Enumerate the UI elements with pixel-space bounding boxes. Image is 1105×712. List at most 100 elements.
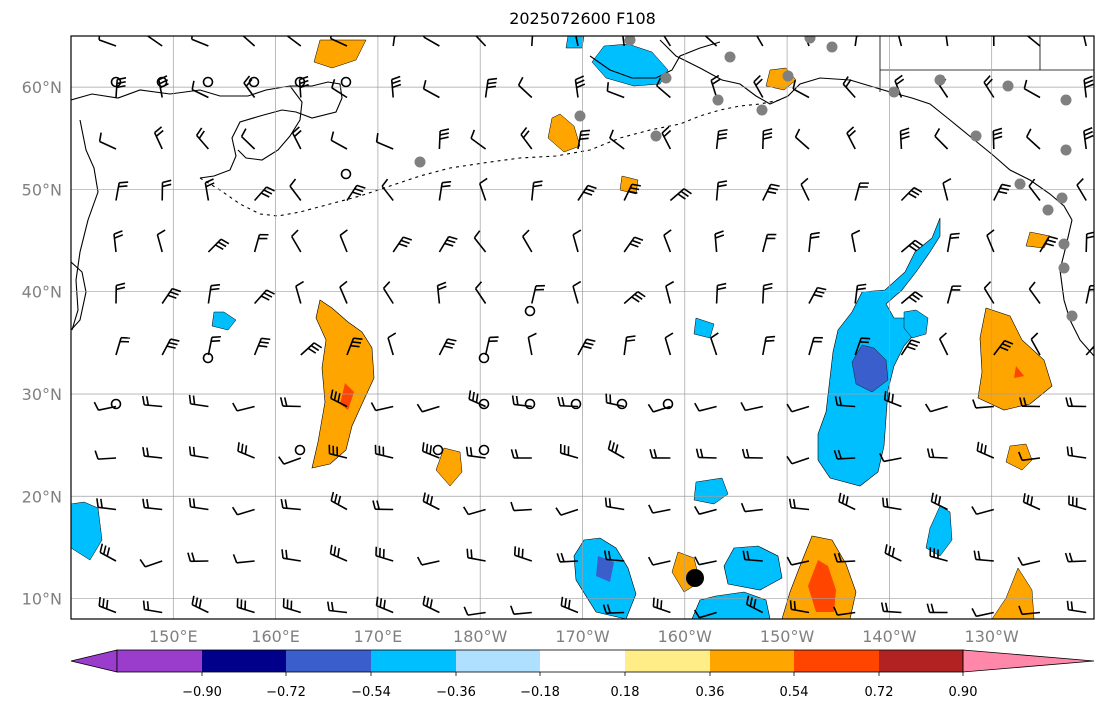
wind-barb	[555, 507, 579, 516]
wind-barb	[557, 396, 579, 408]
negative-anomaly-region	[71, 501, 103, 561]
calm-marker	[432, 444, 444, 456]
calm-marker	[340, 76, 352, 88]
station-marker	[1058, 238, 1070, 250]
wind-barb	[762, 335, 776, 356]
wind-barb	[789, 600, 810, 614]
colorbar-tick-label: 0.54	[780, 685, 809, 700]
wind-barb	[833, 552, 856, 563]
wind-barb	[463, 606, 486, 616]
wind-barb	[190, 36, 209, 47]
longitude-label: 130°W	[965, 627, 1020, 646]
colorbar-segment	[710, 650, 794, 672]
wind-barb	[438, 128, 450, 150]
negative-anomaly-region	[591, 43, 669, 87]
wind-barb	[156, 229, 166, 253]
wind-barb	[792, 80, 810, 99]
colorbar-tick-label: 0.36	[696, 685, 725, 700]
wind-barb	[715, 128, 728, 150]
wind-barb	[416, 403, 440, 413]
wind-barb	[436, 281, 447, 304]
wind-barb	[883, 390, 902, 408]
wind-barb	[976, 441, 995, 459]
wind-barb	[834, 396, 856, 408]
wind-barb	[577, 129, 591, 150]
colorbar-tick-label: 0.90	[949, 685, 978, 700]
wind-barb	[289, 178, 302, 201]
wind-barb	[603, 550, 625, 562]
map-title: 2025072600 F108	[509, 9, 656, 28]
station-marker	[756, 104, 768, 116]
wind-barb	[204, 178, 215, 201]
wind-barb	[328, 444, 348, 459]
longitude-labels: 150°E 160°E 170°E 180°W 170°W 160°W 150°W 140°W…	[149, 627, 1019, 646]
wind-barb	[232, 554, 255, 564]
wind-barb	[842, 76, 856, 99]
wind-barb	[808, 336, 823, 356]
wind-barb	[800, 177, 810, 201]
wind-barb	[560, 596, 579, 614]
wind-barb	[422, 492, 440, 511]
wind-barb	[992, 127, 1003, 150]
wind-barb	[527, 332, 537, 356]
wind-barb	[279, 397, 301, 408]
station-marker	[804, 36, 816, 44]
calm-marker	[110, 398, 122, 410]
longitude-label: 170°W	[555, 627, 610, 646]
wind-barb	[786, 403, 810, 413]
negative-anomaly-region	[693, 317, 715, 339]
wind-barb	[971, 607, 994, 618]
wind-barb	[577, 184, 597, 201]
wind-barb	[1039, 235, 1059, 253]
latitude-label: 50°N	[22, 180, 62, 199]
wind-barb	[329, 544, 348, 562]
wind-barb	[623, 183, 641, 201]
wind-barb	[115, 181, 129, 201]
wind-barb	[714, 230, 725, 253]
wind-barb	[280, 498, 301, 511]
wind-barb	[694, 402, 717, 412]
wind-barb	[484, 77, 498, 98]
wind-barb	[1068, 495, 1087, 511]
calm-marker	[616, 398, 628, 410]
negative-anomaly-region	[211, 311, 237, 331]
wind-barb	[946, 232, 960, 253]
wind-barb	[300, 342, 323, 356]
wind-barb	[381, 178, 394, 201]
strong-positive-region	[340, 383, 354, 410]
colorbar-segment	[540, 650, 625, 672]
station-marker	[970, 130, 982, 142]
wind-barb	[1065, 397, 1087, 408]
wind-barb	[281, 549, 301, 562]
strong-positive-region	[1014, 366, 1024, 378]
wind-barb	[715, 180, 728, 201]
wind-barb	[291, 229, 302, 253]
wind-barb	[531, 180, 543, 201]
colorbar-segment	[202, 650, 286, 672]
latitude-labels: 10°N 20°N 30°N 40°N 50°N 60°N	[22, 78, 62, 608]
wind-barb	[1066, 600, 1087, 614]
wind-barb	[191, 595, 209, 614]
negative-anomaly-region	[903, 309, 929, 339]
wind-barb	[983, 75, 995, 98]
wind-barb	[115, 336, 131, 356]
wind-barb	[1083, 126, 1094, 150]
plot-frame	[70, 35, 1095, 620]
colorbar-tick-label: −0.36	[436, 685, 476, 700]
wind-barb	[983, 281, 995, 304]
wind-barb	[846, 126, 856, 150]
wind-barb	[710, 74, 721, 98]
wind-barb	[606, 82, 625, 99]
calm-marker	[248, 76, 260, 88]
wind-barb	[604, 497, 625, 511]
station-marker	[888, 86, 900, 98]
wind-barb	[438, 338, 457, 356]
wind-barb	[375, 132, 394, 150]
wind-barb	[474, 281, 487, 304]
wind-barb	[880, 602, 902, 614]
wind-barb	[753, 74, 764, 98]
asia-coast	[71, 81, 343, 179]
wind-barb	[470, 129, 487, 150]
wind-barb	[438, 235, 458, 253]
wind-barb	[1028, 281, 1041, 304]
